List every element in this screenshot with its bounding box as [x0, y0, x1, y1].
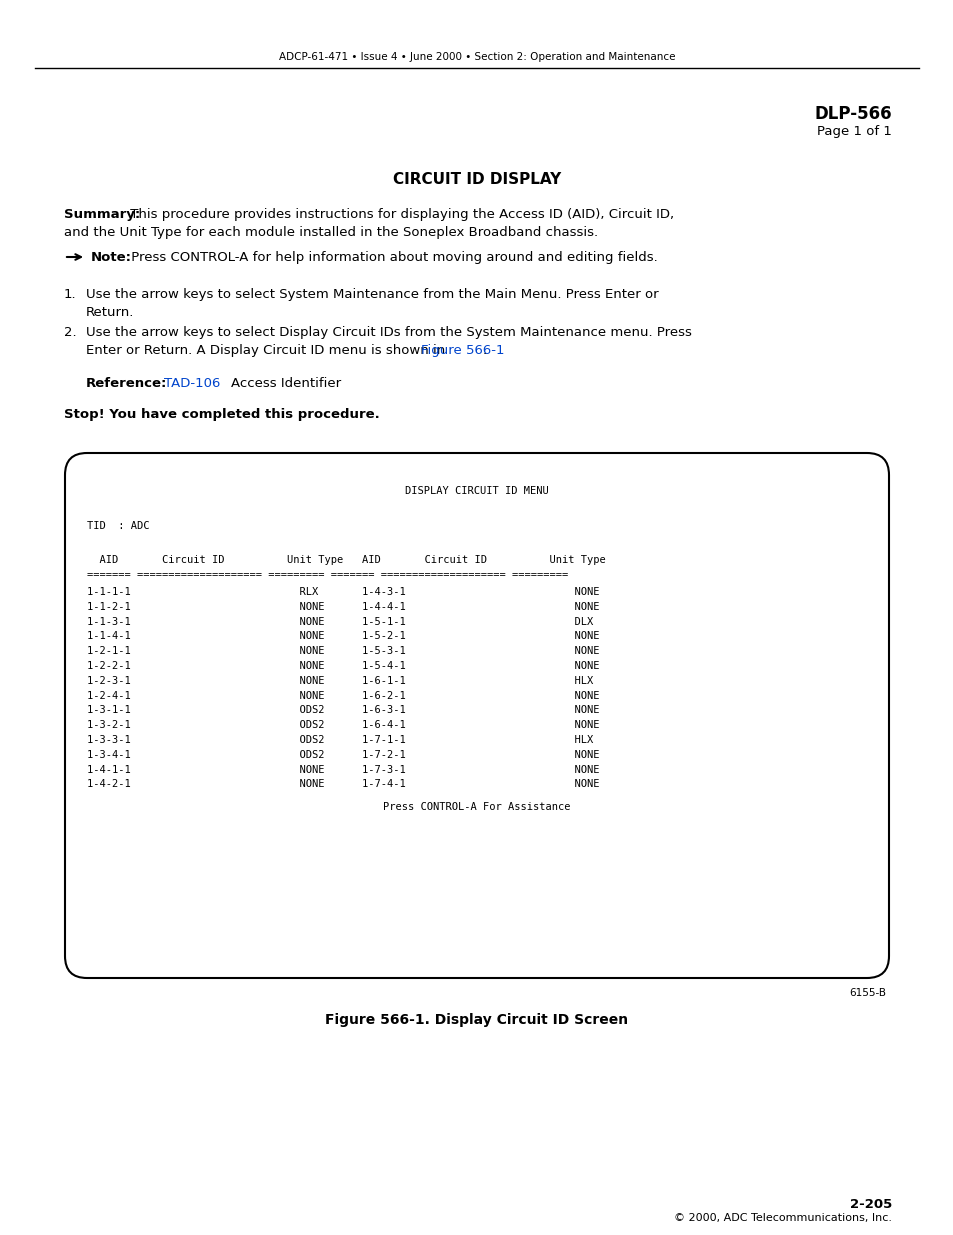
Text: 1-2-1-1                           NONE      1-5-3-1                           NO: 1-2-1-1 NONE 1-5-3-1 NO: [87, 646, 598, 656]
Text: Figure 566-1. Display Circuit ID Screen: Figure 566-1. Display Circuit ID Screen: [325, 1013, 628, 1028]
Text: 6155-B: 6155-B: [848, 988, 885, 998]
Text: 2-205: 2-205: [849, 1198, 891, 1212]
Text: 1.: 1.: [64, 288, 76, 301]
Text: DLP-566: DLP-566: [814, 105, 891, 124]
Text: 1-1-3-1                           NONE      1-5-1-1                           DL: 1-1-3-1 NONE 1-5-1-1 DL: [87, 616, 593, 626]
Text: Enter or Return. A Display Circuit ID menu is shown in: Enter or Return. A Display Circuit ID me…: [86, 343, 449, 357]
Text: 1-1-1-1                           RLX       1-4-3-1                           NO: 1-1-1-1 RLX 1-4-3-1 NO: [87, 587, 598, 597]
Text: ADCP-61-471 • Issue 4 • June 2000 • Section 2: Operation and Maintenance: ADCP-61-471 • Issue 4 • June 2000 • Sect…: [278, 52, 675, 62]
Text: TAD-106: TAD-106: [164, 377, 220, 390]
Text: 1-1-4-1                           NONE      1-5-2-1                           NO: 1-1-4-1 NONE 1-5-2-1 NO: [87, 631, 598, 641]
Text: AID       Circuit ID          Unit Type   AID       Circuit ID          Unit Typ: AID Circuit ID Unit Type AID Circuit ID …: [87, 555, 605, 564]
Text: 1-3-1-1                           ODS2      1-6-3-1                           NO: 1-3-1-1 ODS2 1-6-3-1 NO: [87, 705, 598, 715]
Text: ======= ==================== ========= ======= ==================== =========: ======= ==================== ========= =…: [87, 571, 568, 580]
Text: 1-1-2-1                           NONE      1-4-4-1                           NO: 1-1-2-1 NONE 1-4-4-1 NO: [87, 601, 598, 611]
Text: 1-4-1-1                           NONE      1-7-3-1                           NO: 1-4-1-1 NONE 1-7-3-1 NO: [87, 764, 598, 774]
Text: Use the arrow keys to select System Maintenance from the Main Menu. Press Enter : Use the arrow keys to select System Main…: [86, 288, 658, 301]
Text: Access Identifier: Access Identifier: [213, 377, 341, 390]
Text: Reference:: Reference:: [86, 377, 167, 390]
Text: Note:: Note:: [91, 251, 132, 264]
Text: Page 1 of 1: Page 1 of 1: [817, 125, 891, 138]
Text: Press CONTROL-A for help information about moving around and editing fields.: Press CONTROL-A for help information abo…: [127, 251, 657, 264]
Text: Summary:: Summary:: [64, 207, 140, 221]
Text: 1-4-2-1                           NONE      1-7-4-1                           NO: 1-4-2-1 NONE 1-7-4-1 NO: [87, 779, 598, 789]
Text: .: .: [482, 343, 487, 357]
Text: CIRCUIT ID DISPLAY: CIRCUIT ID DISPLAY: [393, 172, 560, 186]
Text: Use the arrow keys to select Display Circuit IDs from the System Maintenance men: Use the arrow keys to select Display Cir…: [86, 326, 691, 338]
Text: and the Unit Type for each module installed in the Soneplex Broadband chassis.: and the Unit Type for each module instal…: [64, 226, 598, 238]
Text: DISPLAY CIRCUIT ID MENU: DISPLAY CIRCUIT ID MENU: [405, 487, 548, 496]
Text: 1-3-4-1                           ODS2      1-7-2-1                           NO: 1-3-4-1 ODS2 1-7-2-1 NO: [87, 750, 598, 760]
Text: Return.: Return.: [86, 305, 134, 319]
Text: 1-2-4-1                           NONE      1-6-2-1                           NO: 1-2-4-1 NONE 1-6-2-1 NO: [87, 690, 598, 700]
Text: 1-3-3-1                           ODS2      1-7-1-1                           HL: 1-3-3-1 ODS2 1-7-1-1 HL: [87, 735, 593, 745]
Text: 1-3-2-1                           ODS2      1-6-4-1                           NO: 1-3-2-1 ODS2 1-6-4-1 NO: [87, 720, 598, 730]
FancyBboxPatch shape: [65, 453, 888, 978]
Text: TID  : ADC: TID : ADC: [87, 521, 150, 531]
Text: Stop! You have completed this procedure.: Stop! You have completed this procedure.: [64, 408, 379, 421]
Text: 1-2-2-1                           NONE      1-5-4-1                           NO: 1-2-2-1 NONE 1-5-4-1 NO: [87, 661, 598, 671]
Text: This procedure provides instructions for displaying the Access ID (AID), Circuit: This procedure provides instructions for…: [126, 207, 674, 221]
Text: Figure 566-1: Figure 566-1: [420, 343, 504, 357]
Text: 1-2-3-1                           NONE      1-6-1-1                           HL: 1-2-3-1 NONE 1-6-1-1 HL: [87, 676, 593, 685]
Text: © 2000, ADC Telecommunications, Inc.: © 2000, ADC Telecommunications, Inc.: [673, 1213, 891, 1223]
Text: Press CONTROL-A For Assistance: Press CONTROL-A For Assistance: [383, 803, 570, 813]
Text: 2.: 2.: [64, 326, 76, 338]
